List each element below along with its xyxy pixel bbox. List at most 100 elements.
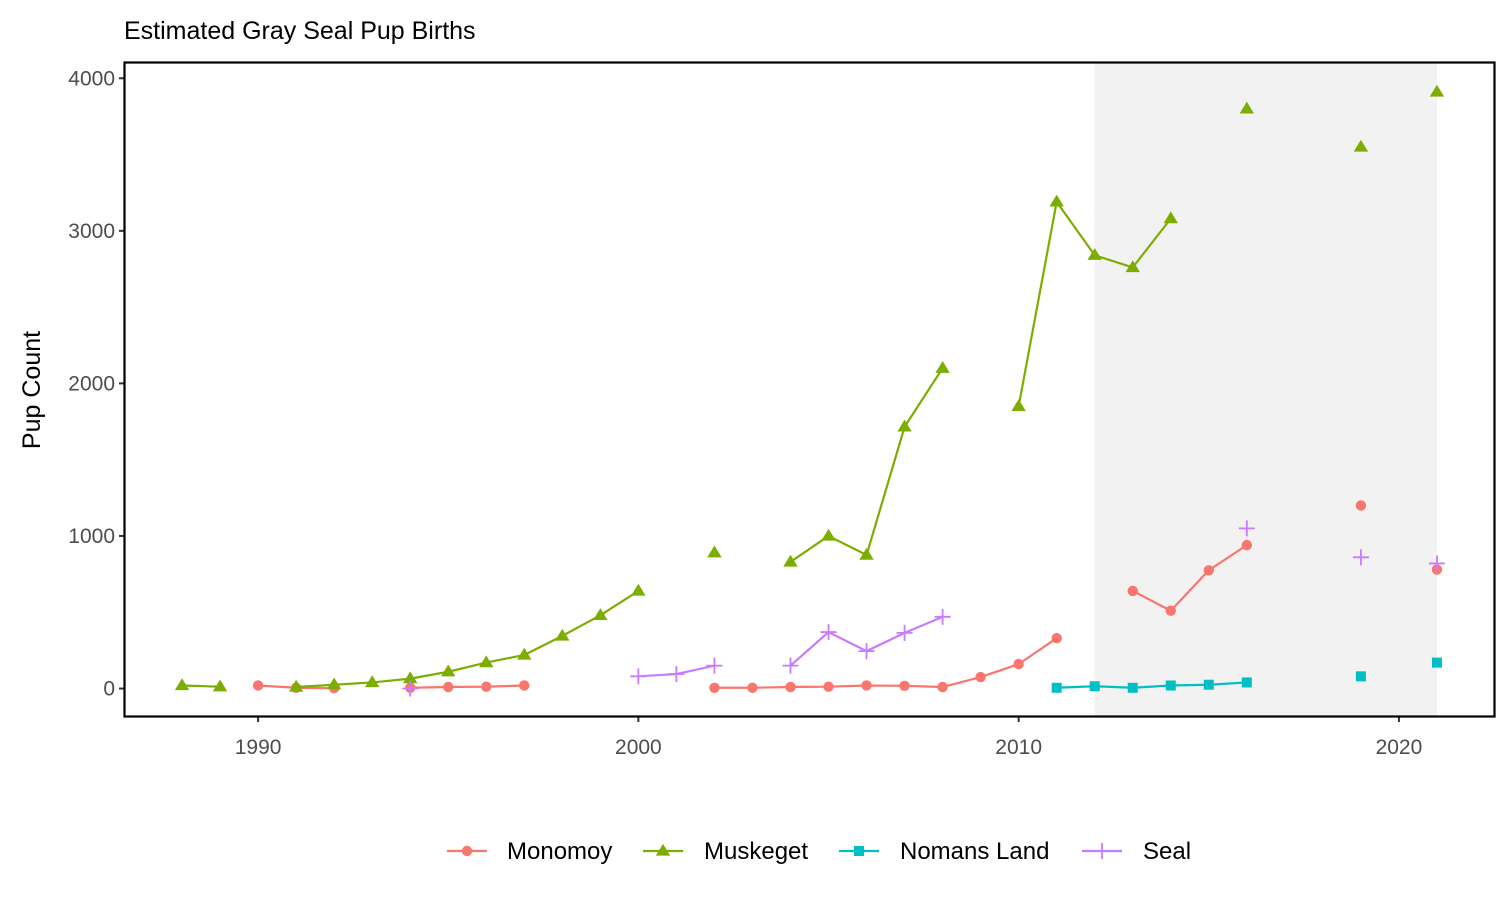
- data-point-nomans-land: [1127, 682, 1138, 693]
- data-point-muskeget: [517, 647, 532, 660]
- data-point-monomoy: [785, 681, 796, 693]
- y-tick-label: 3000: [68, 220, 115, 243]
- x-axis: 1990 2000 2010 2020: [235, 716, 1423, 759]
- data-point-muskeget: [555, 628, 570, 641]
- data-point-monomoy: [1165, 605, 1176, 616]
- legend-item-monomoy: Monomoy: [447, 838, 612, 865]
- data-point-monomoy: [1241, 539, 1253, 551]
- data-point-seal: [630, 668, 647, 685]
- data-point-monomoy: [975, 671, 986, 683]
- panel-border: [123, 61, 1496, 718]
- data-point-muskeget: [1163, 211, 1178, 224]
- data-point-seal: [668, 666, 685, 683]
- data-point-monomoy: [709, 682, 720, 693]
- data-point-seal: [820, 624, 837, 641]
- series-line-monomoy: [714, 637, 1058, 689]
- data-point-muskeget: [364, 675, 380, 688]
- y-tick-label: 0: [103, 678, 115, 701]
- data-point-monomoy: [252, 680, 264, 691]
- data-point-nomans-land: [1203, 679, 1214, 690]
- x-tick-label: 2000: [615, 736, 662, 759]
- data-point-monomoy: [443, 681, 454, 693]
- series-line-muskeget: [182, 684, 221, 688]
- data-point-muskeget: [479, 655, 494, 668]
- data-point-nomans-land: [1165, 680, 1176, 691]
- legend-label: Muskeget: [704, 838, 808, 865]
- data-point-muskeget: [897, 419, 912, 432]
- data-point-nomans-land: [1051, 682, 1062, 693]
- series-nomans-land: [1051, 657, 1442, 693]
- data-point-muskeget: [859, 547, 874, 560]
- data-point-muskeget: [1239, 101, 1255, 114]
- data-point-seal: [858, 643, 875, 660]
- data-point-seal: [1238, 520, 1255, 537]
- legend-label: Seal: [1143, 838, 1191, 865]
- legend-key-marker: [1094, 843, 1110, 859]
- legend-key-marker: [655, 843, 671, 856]
- data-point-seal: [1352, 549, 1369, 566]
- data-point-monomoy: [937, 681, 948, 693]
- data-point-muskeget: [935, 360, 950, 373]
- data-point-seal: [896, 624, 913, 641]
- data-point-monomoy: [747, 682, 758, 693]
- data-point-muskeget: [1087, 248, 1102, 260]
- highlight-region: [1094, 63, 1437, 716]
- data-point-muskeget: [1429, 84, 1445, 97]
- data-point-muskeget: [783, 554, 798, 567]
- data-point-muskeget: [1011, 399, 1026, 411]
- data-point-muskeget: [326, 677, 342, 690]
- data-point-monomoy: [1051, 632, 1062, 644]
- y-tick-label: 1000: [68, 525, 115, 548]
- legend: Monomoy Muskeget Nomans Land Seal: [447, 838, 1191, 865]
- legend-key-marker: [461, 845, 473, 857]
- x-tick-label: 1990: [235, 736, 282, 759]
- legend-item-nomans-land: Nomans Land: [839, 838, 1049, 865]
- y-axis: 0 1000 2000 3000 4000: [68, 67, 125, 701]
- data-point-nomans-land: [1241, 677, 1252, 688]
- data-point-muskeget: [212, 679, 228, 692]
- data-point-muskeget: [288, 679, 304, 692]
- legend-label: Nomans Land: [900, 838, 1049, 865]
- series-line-monomoy: [410, 684, 525, 689]
- data-point-monomoy: [899, 680, 910, 691]
- chart-title: Estimated Gray Seal Pup Births: [124, 17, 476, 45]
- data-point-seal: [402, 680, 419, 697]
- data-point-monomoy: [519, 680, 530, 691]
- data-point-monomoy: [1127, 585, 1138, 597]
- x-tick-label: 2020: [1376, 736, 1423, 759]
- y-axis-title: Pup Count: [18, 331, 46, 449]
- series-line-nomans-land: [1056, 681, 1247, 689]
- series-seal: [402, 520, 1445, 697]
- series-muskeget: [174, 84, 1445, 692]
- data-point-muskeget: [174, 678, 190, 691]
- y-tick-label: 2000: [68, 372, 115, 395]
- data-point-monomoy: [481, 681, 492, 692]
- data-point-muskeget: [1125, 260, 1140, 273]
- data-point-muskeget: [707, 545, 722, 558]
- data-point-nomans-land: [1431, 657, 1442, 668]
- data-point-seal: [934, 608, 951, 625]
- data-point-monomoy: [1013, 658, 1024, 670]
- data-point-monomoy: [1203, 565, 1214, 576]
- data-point-muskeget: [593, 608, 608, 620]
- data-point-nomans-land: [1355, 671, 1366, 682]
- series-monomoy: [252, 500, 1443, 694]
- data-point-seal: [706, 657, 723, 674]
- data-point-muskeget: [441, 664, 456, 677]
- data-point-seal: [782, 657, 799, 674]
- x-tick-label: 2010: [995, 736, 1042, 759]
- series-layer: [174, 84, 1445, 697]
- data-point-muskeget: [821, 528, 836, 541]
- data-point-muskeget: [1049, 194, 1064, 207]
- legend-label: Monomoy: [507, 838, 612, 865]
- data-point-nomans-land: [1089, 681, 1100, 692]
- series-line-muskeget: [296, 589, 639, 689]
- series-line-monomoy: [1132, 544, 1248, 612]
- series-line-muskeget: [789, 367, 944, 563]
- data-point-monomoy: [861, 680, 872, 691]
- legend-item-seal: Seal: [1082, 838, 1191, 865]
- legend-item-muskeget: Muskeget: [643, 838, 808, 865]
- y-tick-label: 4000: [68, 67, 115, 90]
- data-point-monomoy: [823, 681, 834, 692]
